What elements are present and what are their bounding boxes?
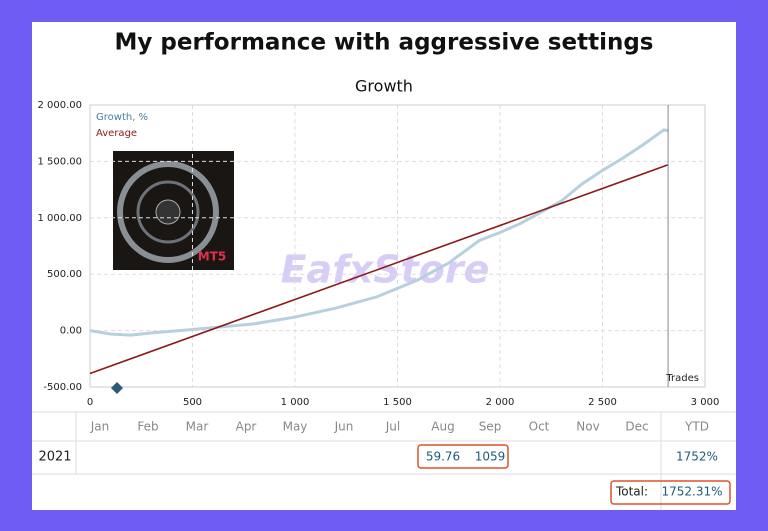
column-header: Feb	[137, 420, 158, 434]
x-tick-label: 2 500	[588, 397, 617, 408]
column-header: Sep	[479, 420, 502, 434]
column-header: Apr	[236, 420, 257, 434]
growth-line	[89, 128, 669, 337]
column-header: May	[283, 420, 308, 434]
image-label: MT5	[198, 250, 226, 264]
table-cell: 1752%	[676, 450, 718, 464]
x-tick-label: 2 000	[486, 397, 515, 408]
column-header: Jan	[90, 420, 110, 434]
table-cell: 1059	[475, 450, 506, 464]
y-tick-label: 500.00	[47, 269, 82, 280]
legend-label: Growth, %	[96, 112, 148, 123]
total-label: Total:	[615, 485, 648, 499]
watermark: EafxStore	[281, 248, 490, 292]
column-header: Aug	[431, 420, 454, 434]
column-header: Dec	[625, 420, 648, 434]
x-tick-label: 3 000	[691, 397, 720, 408]
y-tick-label: 1 500.00	[37, 156, 82, 167]
chart-subtitle: Growth	[355, 77, 413, 96]
stats-table: 2021 Total: 1752.31% Jan Feb Mar Apr May Jun J…	[32, 411, 736, 510]
logo-image: MT5	[113, 151, 234, 270]
average-line	[89, 164, 669, 375]
x-axis-label: Trades	[665, 373, 699, 384]
x-tick-label: 1 500	[383, 397, 412, 408]
y-tick-label: -500.00	[43, 382, 82, 393]
highlight-box	[610, 480, 731, 505]
x-tick-label: 0	[87, 397, 93, 408]
x-tick-label: 1 000	[281, 397, 310, 408]
column-header: Nov	[576, 420, 599, 434]
column-header: Oct	[529, 420, 550, 434]
image-ring	[155, 199, 181, 225]
row-year: 2021	[38, 450, 71, 465]
y-tick-label: 2 000.00	[37, 100, 82, 111]
column-header: Jun	[334, 420, 354, 434]
plot-frame	[89, 104, 706, 388]
table-cell: 59.76	[426, 450, 460, 464]
start-marker	[111, 382, 123, 394]
highlight-box	[417, 444, 509, 469]
column-header: Jul	[385, 420, 400, 434]
chart-title: My performance with aggressive settings	[115, 30, 654, 56]
y-tick-label: 0.00	[60, 326, 82, 337]
column-header: Mar	[186, 420, 209, 434]
x-tick-label: 500	[183, 397, 202, 408]
image-ring	[136, 180, 200, 244]
image-ring	[117, 161, 219, 263]
y-tick-label: 1 000.00	[37, 213, 82, 224]
total-value: 1752.31%	[661, 485, 722, 499]
legend-label: Average	[96, 128, 137, 139]
column-header: YTD	[684, 420, 709, 434]
